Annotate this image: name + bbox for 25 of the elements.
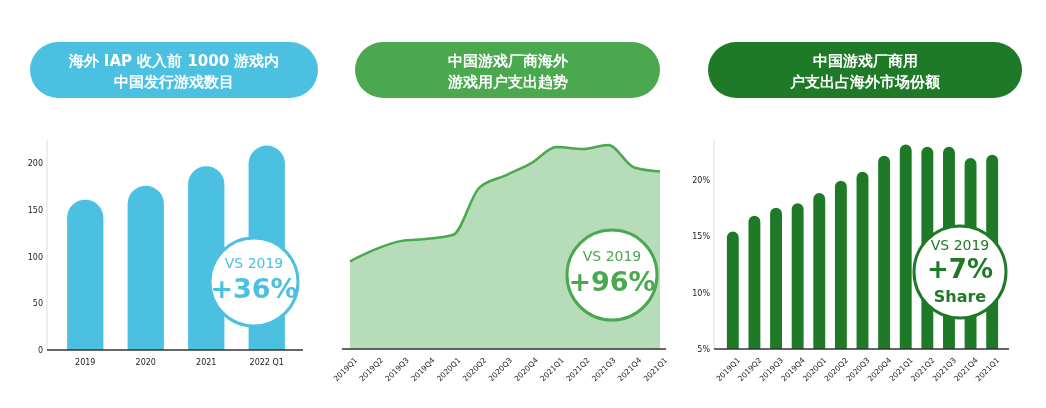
y-tick-label: 50 <box>32 299 43 309</box>
bar <box>127 185 164 350</box>
y-tick-label: 10% <box>692 288 711 298</box>
chart-title: 中国游戏厂商用户支出占海外市场份额 <box>789 51 941 91</box>
annotation: VS 2019 <box>224 255 284 271</box>
y-tick-label: 100 <box>27 252 43 262</box>
x-tick-label: 2019 <box>75 358 96 367</box>
annotation: +96% <box>568 266 656 297</box>
y-tick-label: 0 <box>37 346 43 355</box>
chart-title: 中国游戏厂商海外游戏用户支出趋势 <box>446 51 569 91</box>
annotation: +36% <box>210 273 298 304</box>
y-tick-label: 20% <box>692 175 711 185</box>
annotation: +7% <box>927 254 993 284</box>
chart-title: 海外 IAP 收入前 1000 游戏内中国发行游戏数目 <box>67 51 280 91</box>
annotation: Share <box>933 287 987 306</box>
y-tick-label: 15% <box>692 232 711 242</box>
bar <box>67 199 104 350</box>
y-tick-label: 200 <box>27 159 43 169</box>
y-tick-label: 5% <box>697 345 711 354</box>
annotation: VS 2019 <box>930 237 990 253</box>
x-tick-label: 2020 <box>135 358 156 367</box>
y-tick-label: 150 <box>27 206 43 215</box>
annotation: VS 2019 <box>582 248 642 264</box>
x-tick-label: 2021 <box>196 358 217 367</box>
x-tick-label: 2022 Q1 <box>249 358 284 367</box>
